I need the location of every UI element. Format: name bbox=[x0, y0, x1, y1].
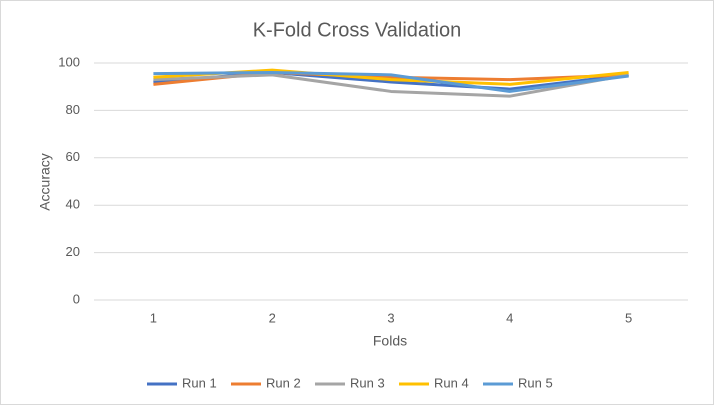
x-tick-label: 2 bbox=[269, 310, 276, 325]
line-series bbox=[153, 73, 629, 98]
legend-label: Run 3 bbox=[350, 375, 385, 390]
chart-title: K-Fold Cross Validation bbox=[253, 19, 462, 41]
y-tick-label: 0 bbox=[73, 291, 80, 306]
y-tick-label: 60 bbox=[66, 149, 80, 164]
y-tick-label: 100 bbox=[58, 54, 80, 69]
x-tick-label: 3 bbox=[387, 310, 394, 325]
x-tick-label: 1 bbox=[150, 310, 157, 325]
legend-label: Run 4 bbox=[434, 375, 469, 390]
legend-label: Run 5 bbox=[518, 375, 553, 390]
x-tick-label: 4 bbox=[506, 310, 513, 325]
x-axis-label: Folds bbox=[373, 333, 407, 349]
y-tick-label: 20 bbox=[66, 244, 80, 259]
legend-label: Run 2 bbox=[266, 375, 301, 390]
y-tick-label: 40 bbox=[66, 197, 80, 212]
line-series bbox=[153, 70, 629, 93]
y-tick-label: 80 bbox=[66, 102, 80, 117]
x-tick-label: 5 bbox=[625, 310, 632, 325]
legend-label: Run 1 bbox=[182, 375, 217, 390]
y-axis-label: Accuracy bbox=[37, 153, 53, 211]
